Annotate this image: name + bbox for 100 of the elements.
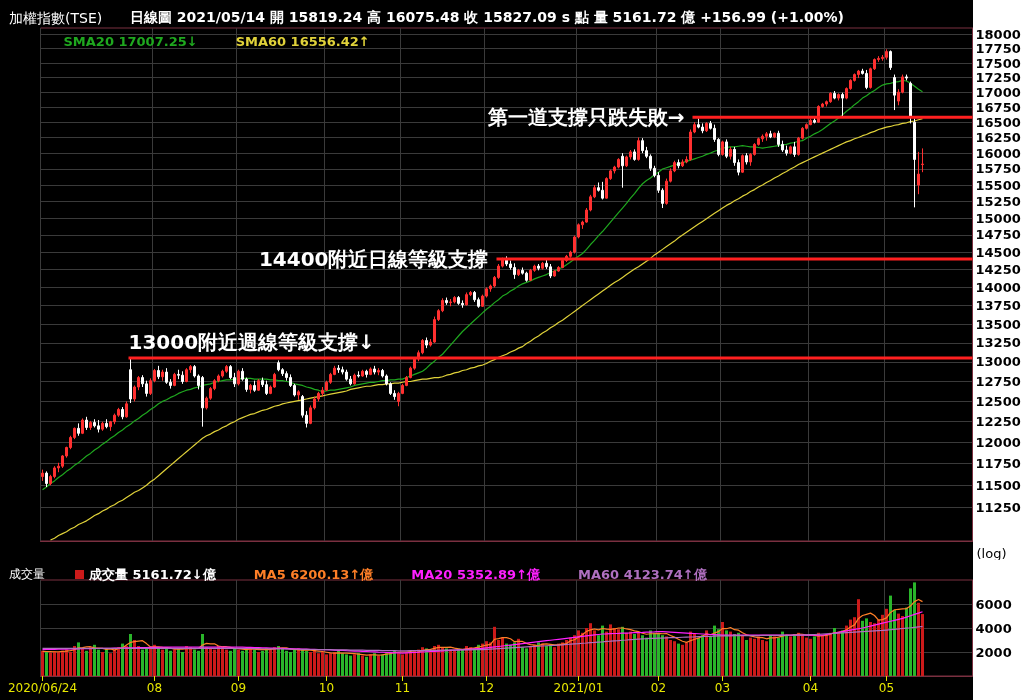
bar <box>837 631 840 676</box>
candlestick <box>701 122 704 134</box>
bar <box>797 632 800 676</box>
text: SMA60 16556.42↑ <box>235 34 370 49</box>
candlestick <box>721 140 724 157</box>
bar <box>117 647 120 676</box>
y-tick-label: 4000 <box>975 620 1012 636</box>
legend-label: 成交量 5161.72↓億 <box>88 567 217 582</box>
bar <box>745 640 748 676</box>
y-tick-label: 14500 <box>975 244 1021 260</box>
ref-line-label: 14400附近日線等級支撐 <box>258 247 489 272</box>
y-tick-label: 18000 <box>975 27 1021 43</box>
candlestick <box>129 357 132 404</box>
bar <box>85 650 88 676</box>
candlestick <box>641 137 644 154</box>
candlestick <box>445 297 448 306</box>
y-tick-label: 14000 <box>975 279 1021 295</box>
bar <box>773 636 776 676</box>
bar <box>281 648 284 676</box>
bar <box>549 644 552 676</box>
bar <box>181 652 184 676</box>
bar <box>205 647 208 676</box>
bar <box>901 616 904 676</box>
bar <box>441 647 444 676</box>
bar <box>801 635 804 676</box>
bar <box>373 653 376 676</box>
x-tick-label: 2020/06/24 <box>7 681 78 695</box>
y-tick-label: 16250 <box>975 130 1021 146</box>
bar <box>805 637 808 676</box>
bar <box>45 652 48 676</box>
bar <box>913 582 916 676</box>
bar <box>869 622 872 676</box>
bar <box>273 647 276 676</box>
candlestick <box>677 158 680 169</box>
bar <box>449 649 452 676</box>
candlestick <box>769 130 772 139</box>
candlestick <box>909 81 912 124</box>
candlestick <box>265 380 268 396</box>
bar <box>73 646 76 676</box>
y-tick-label: 11750 <box>975 456 1021 472</box>
candlestick <box>529 268 532 282</box>
bar <box>637 632 640 676</box>
ref-line-label: 13000附近週線等級支撐↓ <box>128 330 375 355</box>
y-tick-label: 12000 <box>975 434 1021 450</box>
bar <box>609 624 612 676</box>
bar <box>221 647 224 676</box>
candlestick <box>461 299 464 309</box>
bar <box>473 648 476 676</box>
bar <box>157 648 160 676</box>
bar <box>225 649 228 676</box>
x-tick-label: 10 <box>318 681 335 695</box>
bar <box>357 653 360 676</box>
bar <box>193 649 196 676</box>
y-tick-label: 12750 <box>975 373 1021 389</box>
candlestick <box>89 420 92 431</box>
bar <box>389 652 392 676</box>
bar <box>849 619 852 676</box>
bar <box>269 649 272 676</box>
x-tick-label: 03 <box>714 681 731 695</box>
bar <box>189 647 192 676</box>
bar <box>141 649 144 676</box>
bar <box>833 628 836 676</box>
bar <box>169 650 172 676</box>
candlestick <box>361 369 364 378</box>
candlestick <box>793 141 796 158</box>
candlestick <box>729 146 732 160</box>
bar <box>289 652 292 676</box>
bar <box>397 653 400 676</box>
line-series <box>41 79 924 491</box>
bar <box>405 653 408 676</box>
bar <box>241 650 244 676</box>
bar <box>361 655 364 676</box>
candlestick <box>101 421 104 432</box>
candlestick <box>841 92 844 117</box>
bar <box>277 646 280 676</box>
bar <box>757 636 760 676</box>
bar <box>829 632 832 676</box>
bar <box>173 649 176 676</box>
y-tick-label: 11500 <box>975 477 1021 493</box>
candlestick <box>277 359 280 372</box>
bar <box>813 636 816 676</box>
bar <box>145 648 148 676</box>
bar <box>501 637 504 676</box>
candlestick <box>221 369 224 379</box>
bar <box>413 650 416 676</box>
bar <box>245 648 248 676</box>
y-tick-label: 2000 <box>975 644 1012 660</box>
candlestick <box>557 265 560 273</box>
bar <box>93 644 96 676</box>
y-tick-label: 17750 <box>975 41 1021 57</box>
candlestick <box>537 263 540 271</box>
bar <box>701 635 704 676</box>
bar <box>285 650 288 676</box>
bar <box>669 640 672 676</box>
bar <box>521 647 524 676</box>
candlestick <box>865 69 868 90</box>
bar <box>337 650 340 676</box>
bar <box>677 643 680 676</box>
candlestick <box>741 153 744 174</box>
bar <box>53 651 56 676</box>
